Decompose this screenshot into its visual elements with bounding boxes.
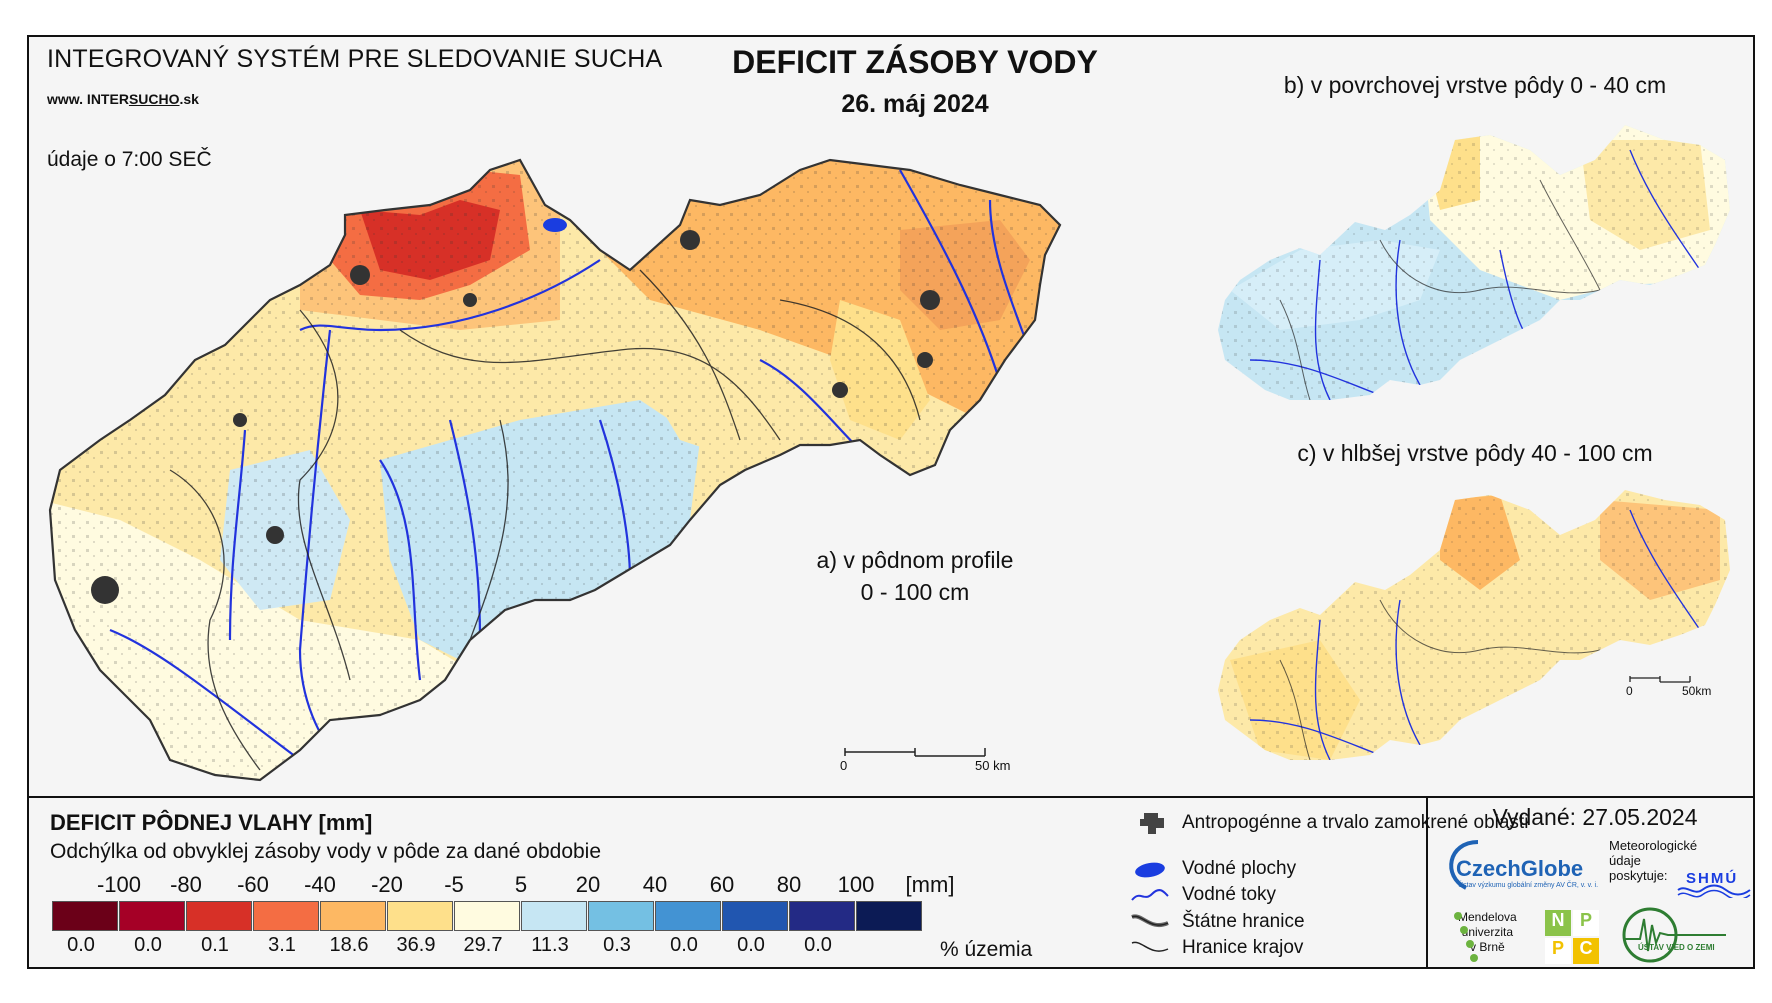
map-b-topsoil bbox=[1218, 125, 1730, 400]
legend-subtitle: Odchýlka od obvyklej zásoby vody v pôde … bbox=[50, 840, 602, 863]
legend-title: DEFICIT PÔDNEJ VLAHY [mm] bbox=[50, 810, 373, 835]
map-date: 26. máj 2024 bbox=[841, 90, 989, 118]
region-border-icon bbox=[1131, 941, 1169, 952]
percent-unit: % územia bbox=[940, 938, 1033, 961]
legend-tick: 100 bbox=[837, 872, 875, 897]
legend-swatch bbox=[722, 901, 788, 931]
issued-date: Vydané: 27.05.2024 bbox=[1492, 804, 1698, 830]
symbol-urban: Antropogénne a trvalo zamokrené oblasti bbox=[1130, 810, 1528, 836]
legend-swatch bbox=[454, 901, 520, 931]
legend-percent: 29.7 bbox=[463, 934, 503, 956]
mendel-logo: Mendelova univerzita v Brně bbox=[1458, 910, 1517, 954]
map-b-label: b) v povrchovej vrstve pôdy 0 - 40 cm bbox=[1283, 72, 1667, 98]
ustav-vied-o-zemi-logo: ÚSTAV VIED O ZEMI bbox=[1620, 905, 1730, 965]
legend-percentages: 0.0 0.0 0.1 3.1 18.6 36.9 29.7 11.3 0.3 … bbox=[52, 934, 952, 960]
scale-main-end: 50 km bbox=[975, 758, 1011, 773]
legend-tick: -60 bbox=[237, 872, 269, 897]
legend-tick: -100 bbox=[96, 872, 142, 897]
legend-tick: 40 bbox=[642, 872, 668, 897]
czechglobe-arc-icon bbox=[1449, 840, 1479, 890]
legend-swatch bbox=[521, 901, 587, 931]
czechglobe-logo: CzechGlobe Ústav výzkumu globální změny … bbox=[1438, 836, 1608, 896]
legend-color-scale bbox=[52, 901, 923, 931]
legend-swatch bbox=[119, 901, 185, 931]
legend-divider bbox=[27, 796, 1755, 798]
legend-percent: 0.0 bbox=[737, 934, 765, 956]
legend-swatch bbox=[856, 901, 922, 931]
scale-bar-main bbox=[844, 748, 986, 757]
map-title: DEFICIT ZÁSOBY VODY bbox=[732, 44, 1098, 80]
nppc-logo: N P P C bbox=[1545, 910, 1599, 964]
map-a-label-line2: 0 - 100 cm bbox=[860, 579, 970, 605]
scale-small-zero: 0 bbox=[1626, 684, 1633, 698]
map-c-subsoil bbox=[1218, 490, 1730, 760]
urban-area-icon bbox=[1140, 813, 1164, 834]
map-a-soil-profile bbox=[50, 160, 1060, 780]
symbol-water: Vodné plochy bbox=[1130, 856, 1296, 882]
legend-swatch bbox=[655, 901, 721, 931]
symbol-region-border: Hranice krajov bbox=[1130, 935, 1303, 961]
meteo-provider: Meteorologické údaje poskytuje: bbox=[1609, 838, 1698, 883]
legend-swatch bbox=[789, 901, 855, 931]
legend-percent: 11.3 bbox=[531, 934, 569, 956]
legend-tick: 80 bbox=[776, 872, 802, 897]
legend-swatch bbox=[320, 901, 386, 931]
scale-main-zero: 0 bbox=[840, 758, 848, 773]
symbol-state-border: Štátne hranice bbox=[1130, 909, 1305, 935]
scale-bar-small bbox=[1629, 676, 1691, 683]
legend-percent: 0.1 bbox=[201, 934, 229, 956]
legend-swatch bbox=[588, 901, 654, 931]
legend-swatch bbox=[387, 901, 453, 931]
legend-percent: 36.9 bbox=[396, 934, 436, 956]
scale-small-end: 50km bbox=[1682, 684, 1712, 698]
shmu-logo: SHMÚ bbox=[1676, 870, 1752, 901]
legend-swatch bbox=[52, 901, 118, 931]
website-link[interactable]: www. INTERSUCHO.sk bbox=[47, 91, 199, 107]
footer-divider bbox=[1426, 796, 1428, 969]
legend-tick: 20 bbox=[575, 872, 601, 897]
legend-unit: [mm] bbox=[905, 872, 955, 897]
legend-percent: 18.6 bbox=[329, 934, 369, 956]
legend-swatch bbox=[253, 901, 319, 931]
legend-percent: 0.0 bbox=[134, 934, 162, 956]
legend-tick: -80 bbox=[170, 872, 202, 897]
legend-tick: -5 bbox=[444, 872, 464, 897]
map-a-label-line1: a) v pôdnom profile bbox=[816, 547, 1014, 573]
water-body-icon bbox=[1135, 862, 1165, 878]
legend-ticks: -100 -80 -60 -40 -20 -5 5 20 40 60 80 10… bbox=[52, 872, 982, 900]
legend-percent: 0.0 bbox=[804, 934, 832, 956]
legend-tick: 5 bbox=[514, 872, 528, 897]
seismogram-icon bbox=[1622, 907, 1726, 963]
legend-tick: -20 bbox=[371, 872, 403, 897]
data-time: údaje o 7:00 SEČ bbox=[47, 148, 212, 171]
state-border-icon bbox=[1131, 914, 1169, 927]
symbol-rivers: Vodné toky bbox=[1130, 882, 1276, 908]
legend-tick: 60 bbox=[709, 872, 735, 897]
legend-percent: 0.0 bbox=[670, 934, 698, 956]
legend-percent: 0.0 bbox=[67, 934, 95, 956]
river-icon bbox=[1131, 889, 1169, 901]
legend-swatch bbox=[186, 901, 252, 931]
map-c-label: c) v hlbšej vrstve pôdy 40 - 100 cm bbox=[1297, 440, 1653, 466]
legend-percent: 3.1 bbox=[268, 934, 296, 956]
legend-tick: -40 bbox=[304, 872, 336, 897]
mendel-dots-icon bbox=[1454, 912, 1478, 962]
system-title: INTEGROVANÝ SYSTÉM PRE SLEDOVANIE SUCHA bbox=[47, 45, 663, 73]
legend-percent: 0.3 bbox=[603, 934, 631, 956]
